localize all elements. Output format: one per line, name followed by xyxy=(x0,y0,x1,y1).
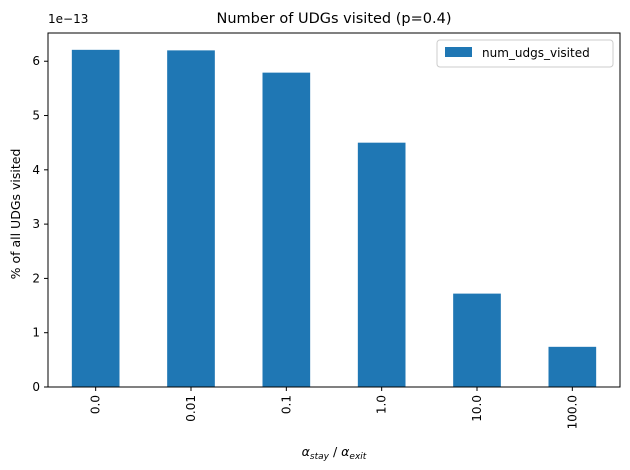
bar-100.0 xyxy=(548,346,597,387)
x-axis-label: αstay / αexit xyxy=(302,444,367,462)
legend-label: num_udgs_visited xyxy=(482,46,590,60)
bars-group xyxy=(71,49,597,387)
x-tick-label: 0.0 xyxy=(89,395,103,414)
x-axis-label-alpha-exit: α xyxy=(341,444,350,459)
y-scale-label: 1e−13 xyxy=(48,12,88,26)
y-axis-label: % of all UDGs visited xyxy=(8,149,23,280)
bar-0.0 xyxy=(71,49,120,387)
y-tick-label: 1 xyxy=(32,326,40,340)
plot-frame xyxy=(47,32,621,388)
y-tick-label: 2 xyxy=(32,271,40,285)
y-tick-label: 0 xyxy=(32,380,40,394)
legend-box xyxy=(436,39,614,68)
legend-swatch xyxy=(445,47,472,57)
x-tick-label: 1.0 xyxy=(375,395,389,414)
x-tick-label: 100.0 xyxy=(565,395,579,429)
y-axis: 0 1 2 3 4 5 6 xyxy=(32,54,48,394)
y-tick-label: 3 xyxy=(32,217,40,231)
x-axis-label-separator: / xyxy=(329,444,341,459)
x-tick-label: 0.1 xyxy=(279,395,293,414)
x-tick-label: 0.01 xyxy=(184,395,198,422)
y-tick-label: 4 xyxy=(32,163,40,177)
y-tick-label: 5 xyxy=(32,109,40,123)
x-axis-label-sub-exit: exit xyxy=(349,452,366,462)
x-axis-label-alpha-stay: α xyxy=(302,444,311,459)
bar-1.0 xyxy=(357,142,406,387)
bar-0.01 xyxy=(167,50,215,387)
y-tick-label: 6 xyxy=(32,54,40,68)
legend: num_udgs_visited xyxy=(436,39,614,68)
x-axis-label-sub-stay: stay xyxy=(310,452,330,462)
bar-10.0 xyxy=(453,293,501,387)
x-axis: 0.0 0.01 0.1 1.0 10.0 100.0 xyxy=(89,387,579,429)
chart-title: Number of UDGs visited (p=0.4) xyxy=(217,11,452,27)
x-tick-label: 10.0 xyxy=(470,395,484,422)
bar-0.1 xyxy=(262,72,311,387)
